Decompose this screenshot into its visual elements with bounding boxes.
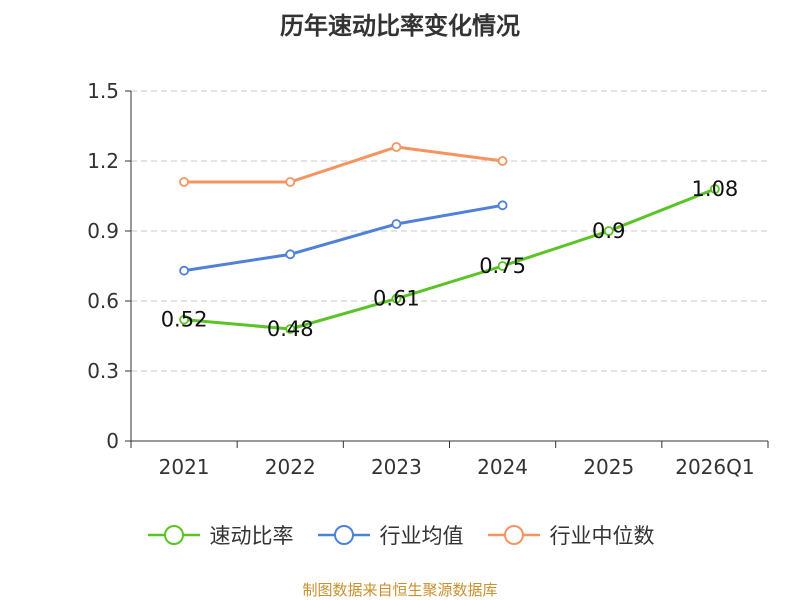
- data-label: 0.75: [479, 254, 526, 278]
- data-point: [391, 293, 402, 304]
- data-label: 0.61: [373, 287, 420, 311]
- y-tick-label: 1.2: [87, 149, 119, 173]
- data-label: 0.48: [267, 317, 314, 341]
- series-line-0: [183, 187, 716, 331]
- data-point: [285, 249, 296, 260]
- x-tick-label: 2024: [477, 455, 528, 479]
- data-point: [497, 200, 508, 211]
- series-line-2: [184, 145, 503, 184]
- y-tick-label: 1.5: [87, 79, 119, 103]
- data-point: [179, 177, 189, 187]
- data-point: [710, 184, 720, 194]
- legend-item-industry-median[interactable]: 行业中位数: [486, 520, 655, 550]
- x-tick-label: 2022: [265, 455, 316, 479]
- legend: 速动比率 行业均值 行业中位数: [0, 520, 800, 550]
- data-point: [179, 265, 189, 276]
- legend-swatch-marker: [333, 525, 354, 545]
- data-point: [603, 226, 614, 236]
- legend-label: 行业中位数: [549, 524, 655, 548]
- y-tick-label: 0.9: [87, 219, 119, 243]
- data-point: [497, 261, 508, 271]
- y-tick-label: 0: [106, 429, 119, 453]
- x-tick-label: 2026Q1: [675, 455, 754, 479]
- legend-label: 速动比率: [209, 524, 294, 548]
- data-point: [285, 177, 296, 187]
- data-point: [179, 314, 189, 325]
- legend-swatch-speed-ratio: [147, 525, 200, 545]
- series-line-1: [183, 203, 503, 273]
- legend-swatch-marker: [503, 525, 524, 545]
- data-point: [285, 324, 296, 334]
- source-note: 制图数据来自恒生聚源数据库: [302, 581, 498, 599]
- data-label: 1.08: [692, 177, 739, 201]
- data-point: [391, 142, 402, 152]
- x-tick-label: 2023: [371, 455, 422, 479]
- data-label: 0.52: [161, 308, 208, 332]
- data-point: [391, 219, 402, 229]
- y-tick-label: 0.3: [87, 359, 119, 383]
- x-tick-label: 2021: [159, 455, 210, 479]
- data-point: [497, 156, 508, 166]
- x-tick-label: 2025: [583, 455, 634, 479]
- legend-item-speed-ratio[interactable]: 速动比率: [146, 520, 294, 550]
- legend-swatch-industry-mean: [317, 525, 370, 545]
- legend-swatch-industry-median: [487, 525, 540, 545]
- y-tick-label: 0.6: [87, 289, 119, 313]
- chart-title: 历年速动比率变化情况: [280, 12, 520, 40]
- legend-item-industry-mean[interactable]: 行业均值: [316, 520, 464, 550]
- legend-swatch-marker: [163, 525, 184, 545]
- legend-label: 行业均值: [379, 524, 464, 548]
- data-label: 0.9: [592, 219, 625, 243]
